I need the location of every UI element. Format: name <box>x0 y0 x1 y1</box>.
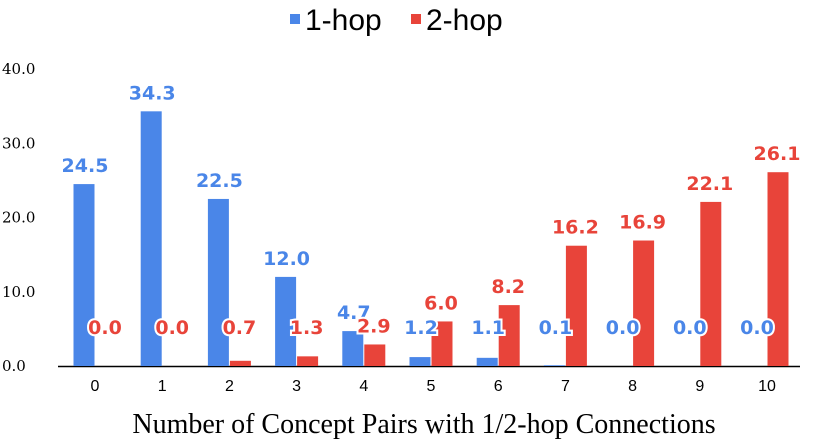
data-label-1-hop-10: 0.0 <box>740 317 774 339</box>
bar-1-hop-0 <box>73 184 95 366</box>
x-tick-label: 3 <box>292 378 301 395</box>
x-tick-label: 7 <box>561 378 570 395</box>
x-tick-label: 8 <box>628 378 637 395</box>
data-label-2-hop-3: 1.3 <box>290 317 324 339</box>
data-label-1-hop-5: 1.2 <box>404 317 438 339</box>
data-label-1-hop-6: 1.1 <box>471 317 505 339</box>
bar-2-hop-6 <box>498 305 520 366</box>
y-axis: 0.0 10.0 20.0 30.0 40.0 <box>2 60 35 375</box>
bar-1-hop-2 <box>207 198 229 366</box>
bar-1-hop-4 <box>342 331 364 366</box>
data-label-2-hop-8: 16.9 <box>619 212 666 234</box>
x-tick-label: 9 <box>695 378 704 395</box>
data-label-1-hop-9: 0.0 <box>673 317 707 339</box>
data-label-2-hop-0: 0.0 <box>88 317 122 339</box>
x-tick-label: 2 <box>225 378 234 395</box>
x-tick-label: 6 <box>494 378 503 395</box>
x-tick-label: 5 <box>427 378 436 395</box>
bars <box>73 111 789 366</box>
data-label-1-hop-2: 22.5 <box>196 170 243 192</box>
data-label-2-hop-1: 0.0 <box>155 317 189 339</box>
data-label-2-hop-10: 26.1 <box>754 143 801 165</box>
legend-label-2-hop: 2-hop <box>426 4 503 37</box>
data-label-2-hop-5: 6.0 <box>424 292 458 314</box>
data-label-2-hop-6: 8.2 <box>491 276 525 298</box>
x-axis: 0 1 2 3 4 5 6 7 8 9 10 <box>91 378 776 395</box>
data-label-1-hop-8: 0.0 <box>606 317 640 339</box>
data-label-1-hop-1: 34.3 <box>129 82 176 104</box>
legend-label-1-hop: 1-hop <box>305 4 382 37</box>
bar-1-hop-6 <box>476 357 498 366</box>
bar-1-hop-7 <box>543 365 565 366</box>
bar-1-hop-1 <box>140 111 162 366</box>
data-label-1-hop-0: 24.5 <box>62 155 109 177</box>
y-tick-label: 40.0 <box>2 60 35 78</box>
y-tick-label: 20.0 <box>2 209 35 227</box>
data-label-1-hop-3: 12.0 <box>263 248 310 270</box>
legend-swatch-1-hop <box>290 14 300 24</box>
data-label-2-hop-7: 16.2 <box>552 217 599 239</box>
data-label-2-hop-9: 22.1 <box>686 173 733 195</box>
y-tick-label: 10.0 <box>2 283 35 301</box>
data-labels: 24.5 34.3 22.5 12.0 4.7 1.2 1.1 0.1 0.0 0.0 0.0 0.0… <box>60 80 803 341</box>
data-label-1-hop-7: 0.1 <box>539 317 573 339</box>
x-tick-label: 0 <box>91 378 100 395</box>
x-tick-label: 1 <box>158 378 167 395</box>
x-tick-label: 4 <box>359 378 368 395</box>
x-tick-label: 10 <box>758 378 776 395</box>
data-label-2-hop-2: 0.7 <box>223 317 257 339</box>
bar-2-hop-3 <box>297 356 319 366</box>
y-tick-label: 30.0 <box>2 134 35 152</box>
bar-2-hop-10 <box>767 172 789 366</box>
bar-2-hop-9 <box>700 201 722 366</box>
legend: 1-hop 2-hop <box>290 4 503 37</box>
y-tick-label: 0.0 <box>2 357 26 375</box>
bar-2-hop-2 <box>229 360 251 366</box>
x-axis-label: Number of Concept Pairs with 1/2-hop Con… <box>132 409 715 440</box>
legend-swatch-2-hop <box>411 14 421 24</box>
bar-2-hop-4 <box>364 344 386 366</box>
data-label-2-hop-4: 2.9 <box>357 315 391 337</box>
bar-1-hop-5 <box>409 357 431 366</box>
data-label-1-hop-4: 4.7 <box>337 302 371 324</box>
bar-2-hop-8 <box>633 240 655 366</box>
bar-2-hop-5 <box>431 321 453 366</box>
bar-1-hop-3 <box>275 276 297 366</box>
bar-2-hop-7 <box>565 245 587 366</box>
